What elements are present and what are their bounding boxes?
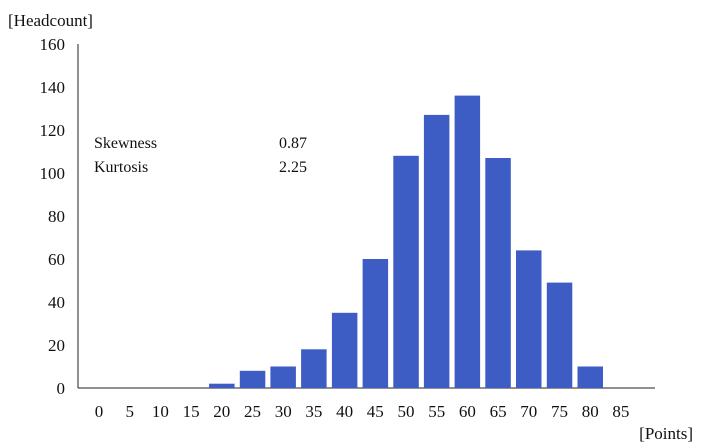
x-tick-label: 45 — [367, 402, 384, 421]
bar-50 — [393, 155, 419, 388]
bar-30 — [270, 366, 296, 388]
skewness-value: 0.87 — [279, 135, 307, 152]
x-tick-label: 85 — [612, 402, 629, 421]
x-tick-label: 50 — [398, 402, 415, 421]
x-tick-label: 0 — [95, 402, 104, 421]
x-tick-label: 80 — [582, 402, 599, 421]
bar-35 — [301, 349, 327, 388]
y-tick-label: 80 — [48, 207, 65, 226]
y-tick-labels: 0 20 40 60 80 100 120 140 160 — [40, 35, 66, 398]
bar-20 — [209, 383, 235, 388]
bar-45 — [362, 259, 389, 388]
x-tick-label: 5 — [125, 402, 134, 421]
y-tick-label: 40 — [48, 293, 65, 312]
bar-60 — [454, 95, 481, 388]
x-tick-label: 60 — [459, 402, 476, 421]
x-tick-label: 25 — [244, 402, 261, 421]
bar-65 — [485, 158, 511, 388]
y-tick-label: 120 — [40, 121, 66, 140]
x-tick-label: 30 — [275, 402, 292, 421]
bar-70 — [516, 250, 542, 388]
bars — [209, 95, 603, 389]
y-tick-label: 160 — [40, 35, 66, 54]
y-tick-label: 100 — [40, 164, 66, 183]
x-axis-label: [Points] — [639, 424, 693, 443]
y-axis-label: [Headcount] — [8, 11, 93, 30]
x-tick-label: 75 — [551, 402, 568, 421]
y-tick-label: 0 — [57, 379, 66, 398]
y-tick-label: 140 — [40, 78, 66, 97]
y-tick-label: 20 — [48, 336, 65, 355]
y-tick-label: 60 — [48, 250, 65, 269]
bar-55 — [423, 114, 450, 389]
kurtosis-label: Kurtosis — [94, 159, 148, 176]
x-tick-labels: 0 5 10 15 20 25 30 35 40 45 50 55 60 65 70 75 80 85 — [95, 402, 630, 421]
x-tick-label: 15 — [183, 402, 200, 421]
x-tick-label: 10 — [152, 402, 169, 421]
x-tick-label: 70 — [520, 402, 537, 421]
x-tick-label: 65 — [490, 402, 507, 421]
bar-75 — [546, 282, 573, 388]
stats-box: Skewness 0.87 Kurtosis 2.25 — [94, 135, 307, 176]
kurtosis-value: 2.25 — [279, 159, 307, 176]
skewness-label: Skewness — [94, 135, 157, 152]
x-tick-label: 40 — [336, 402, 353, 421]
x-tick-label: 55 — [428, 402, 445, 421]
x-tick-label: 35 — [305, 402, 322, 421]
x-tick-label: 20 — [213, 402, 230, 421]
bar-40 — [331, 312, 358, 389]
bar-25 — [239, 370, 266, 388]
bar-80 — [577, 366, 603, 388]
